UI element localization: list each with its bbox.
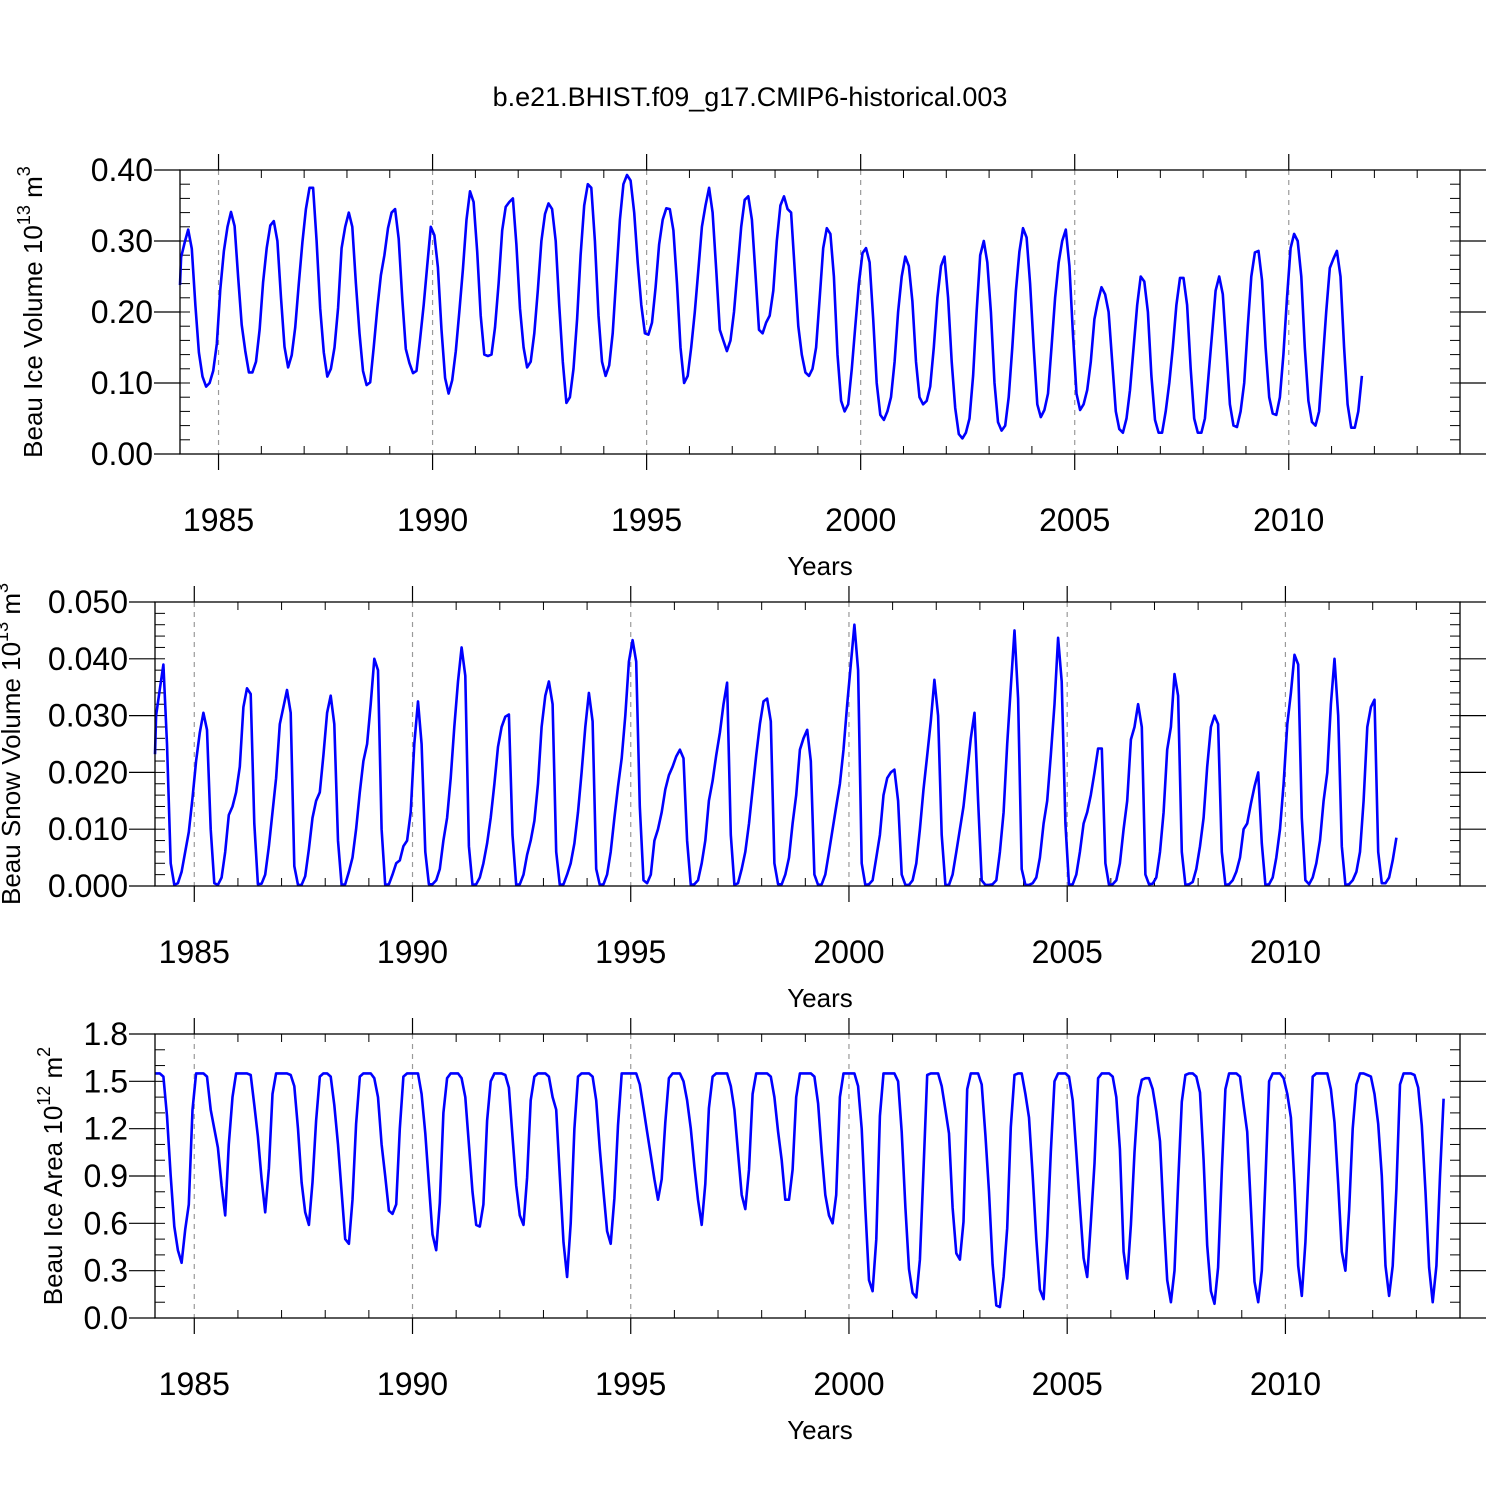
x-tick-label: 1990 (397, 502, 468, 538)
x-tick-label: 2005 (1032, 1366, 1103, 1402)
y-tick-label: 0.20 (91, 294, 153, 330)
x-tick-label: 2000 (813, 1366, 884, 1402)
x-tick-label: 2005 (1032, 934, 1103, 970)
x-tick-label: 1985 (183, 502, 254, 538)
y-axis-label-ylabel-unit: m (0, 593, 26, 622)
y-tick-label: 0.3 (84, 1253, 128, 1289)
x-tick-label: 2010 (1253, 502, 1324, 538)
y-axis-label-ylabel-main: Beau Snow Volume 10 (0, 642, 26, 905)
y-tick-label: 1.8 (84, 1016, 128, 1052)
y-axis-label-ylabel-main: Beau Ice Area 10 (38, 1106, 68, 1305)
y-tick-label: 0.030 (48, 698, 128, 734)
y-tick-label: 1.2 (84, 1111, 128, 1147)
y-tick-label: 0.040 (48, 641, 128, 677)
y-tick-label: 0.020 (48, 754, 128, 790)
y-axis-label-ylabel-exp: 13 (14, 205, 34, 225)
y-axis-label-ylabel-exp: 13 (0, 622, 12, 642)
x-tick-label: 2010 (1250, 934, 1321, 970)
y-tick-label: 0.40 (91, 152, 153, 188)
x-tick-label: 1995 (611, 502, 682, 538)
x-tick-label: 1995 (595, 934, 666, 970)
x-tick-label: 2000 (813, 934, 884, 970)
y-tick-label: 0.00 (91, 436, 153, 472)
y-axis-label: Beau Ice Area 1012 m2 (34, 1047, 68, 1305)
y-axis-label: Beau Ice Volume 1013 m3 (14, 166, 48, 458)
panel-ice-volume: 1985 1990 1995 2000 2005 2010 0.00 0.10 0.20 0.30… (14, 152, 1486, 581)
y-tick-label: 0.6 (84, 1205, 128, 1241)
y-tick-label: 0.000 (48, 868, 128, 904)
y-axis-label: Beau Snow Volume 1013 m3 (0, 583, 26, 905)
plot-frame (179, 169, 1461, 455)
series-line (153, 623, 1398, 887)
y-axis-label-ylabel-unit-exp: 2 (34, 1047, 54, 1057)
x-axis-label: Years (787, 551, 853, 581)
y-tick-label: 1.5 (84, 1063, 128, 1099)
x-tick-label: 2000 (825, 502, 896, 538)
y-tick-label: 0.30 (91, 223, 153, 259)
series-line (154, 1072, 1445, 1309)
x-tick-label: 1985 (159, 1366, 230, 1402)
y-tick-label: 0.9 (84, 1158, 128, 1194)
y-axis-label-ylabel-unit-exp: 3 (0, 583, 12, 593)
panel-ice-area: 1985 1990 1995 2000 2005 2010 0.0 0.3 0.6 0.9 1.2 1… (34, 1016, 1486, 1445)
plot-frame (154, 1033, 1461, 1319)
y-axis-label-ylabel-unit: m (38, 1057, 68, 1086)
x-tick-label: 1985 (159, 934, 230, 970)
y-tick-label: 0.10 (91, 365, 153, 401)
x-tick-label: 2010 (1250, 1366, 1321, 1402)
series-line (178, 173, 1364, 440)
x-tick-label: 2005 (1039, 502, 1110, 538)
chart-title: b.e21.BHIST.f09_g17.CMIP6-historical.003 (493, 82, 1008, 112)
y-axis-label-ylabel-unit-exp: 3 (14, 166, 34, 176)
y-tick-label: 0.050 (48, 584, 128, 620)
y-tick-label: 0.010 (48, 811, 128, 847)
y-axis-label-ylabel-unit: m (18, 176, 48, 205)
x-axis-label: Years (787, 1415, 853, 1445)
x-tick-label: 1990 (377, 934, 448, 970)
x-axis-label: Years (787, 983, 853, 1013)
panel-snow-volume: 1985 1990 1995 2000 2005 2010 0.000 0.010 0.020 0… (0, 583, 1486, 1013)
plot-frame (154, 601, 1461, 887)
x-tick-label: 1990 (377, 1366, 448, 1402)
y-axis-label-ylabel-main: Beau Ice Volume 10 (18, 225, 48, 458)
y-tick-label: 0.0 (84, 1300, 128, 1336)
y-axis-label-ylabel-exp: 12 (34, 1086, 54, 1106)
x-tick-label: 1995 (595, 1366, 666, 1402)
